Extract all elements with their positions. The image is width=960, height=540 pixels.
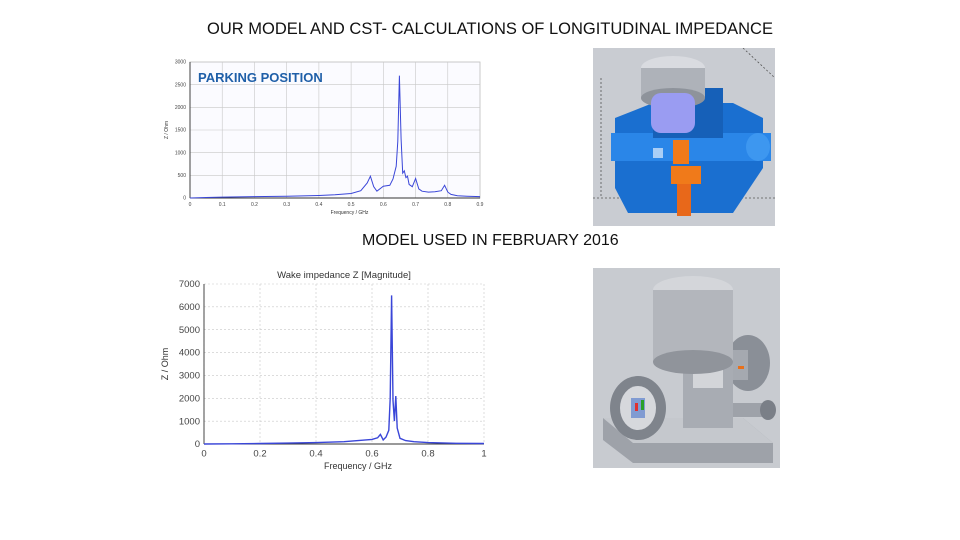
chart1-y-tick-label: 1500 (175, 128, 186, 134)
chart1-y-tick-label: 3000 (175, 60, 186, 66)
chart1-x-tick-label: 0.5 (348, 202, 355, 208)
chart1-x-tick-label: 0.4 (315, 202, 322, 208)
chart2-y-tick-label: 3000 (179, 371, 200, 382)
chart1-x-tick-label: 0.8 (444, 202, 451, 208)
model-render-february (593, 268, 780, 468)
chart2-x-tick-label: 0.2 (253, 449, 266, 460)
chart2-series-0-line (203, 295, 485, 445)
model-render-parking-svg (593, 48, 775, 226)
chart2-x-tick-label: 0.8 (421, 449, 434, 460)
model-render-february-svg (593, 268, 780, 468)
chart2-y-tick-label: 5000 (179, 325, 200, 336)
parking-position-label: PARKING POSITION (198, 70, 323, 85)
chart2-x-tick-label: 0.4 (309, 449, 322, 460)
model-render-parking (593, 48, 775, 226)
chart-wake-impedance-svg: 0 0.2 0.4 0.6 0.8 1 0 1000 2000 3000 4000 5000 6000 7… (160, 270, 487, 471)
chart2-x-tick-label: 0 (201, 449, 206, 460)
chart2-y-tick-label: 4000 (179, 348, 200, 359)
chart1-x-tick-label: 0.1 (219, 202, 226, 208)
chart1-y-tick-label: 500 (178, 173, 187, 179)
chart2-y-axis-label: Z / Ohm (160, 348, 170, 381)
chart2-y-tick-label: 2000 (179, 393, 200, 404)
chart-wake-impedance: 0 0.2 0.4 0.6 0.8 1 0 1000 2000 3000 4000 5000 6000 7… (160, 262, 515, 472)
chart-parking-svg: 0 0.1 0.2 0.3 0.4 0.5 0.6 0.7 0.8 0.9 0 500 1000 1500… (164, 60, 484, 216)
chart2-x-tick-label: 0.6 (365, 449, 378, 460)
chart2-y-tick-label: 7000 (179, 279, 200, 290)
chart1-x-tick-label: 0.2 (251, 202, 258, 208)
chart2-y-tick-label: 1000 (179, 416, 200, 427)
chart2-x-tick-label: 1 (481, 449, 486, 460)
page-title: OUR MODEL AND CST- CALCULATIONS OF LONGI… (207, 20, 773, 38)
chart-parking-position: 0 0.1 0.2 0.3 0.4 0.5 0.6 0.7 0.8 0.9 0 500 1000 1500… (160, 50, 485, 220)
chart1-x-axis-label: Frequency / GHz (331, 210, 369, 216)
chart2-y-tick-label: 0 (195, 439, 200, 450)
chart2-title: Wake impedance Z [Magnitude] (277, 270, 411, 281)
chart1-series-0-line (189, 75, 481, 199)
chart1-y-axis-label: Z / Ohm (164, 121, 170, 139)
chart1-x-tick-label: 0.7 (412, 202, 419, 208)
chart1-y-tick-label: 2000 (175, 105, 186, 111)
chart1-y-tick-label: 2500 (175, 82, 186, 88)
chart1-x-tick-label: 0.9 (477, 202, 484, 208)
chart2-y-tick-label: 6000 (179, 302, 200, 313)
chart1-x-tick-label: 0.3 (283, 202, 290, 208)
chart1-x-tick-label: 0.6 (380, 202, 387, 208)
model-caption: MODEL USED IN FEBRUARY 2016 (362, 232, 619, 249)
chart2-x-axis-label: Frequency / GHz (324, 461, 393, 471)
chart1-x-tick-label: 0 (189, 202, 192, 208)
chart1-y-tick-label: 1000 (175, 150, 186, 156)
chart1-y-tick-label: 0 (183, 196, 186, 202)
